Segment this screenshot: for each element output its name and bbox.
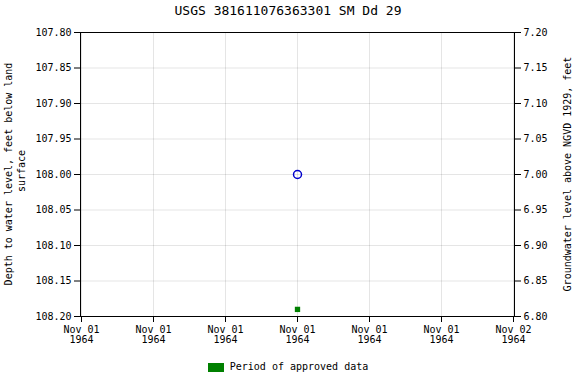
svg-text:Nov 011964: Nov 011964 <box>279 324 315 345</box>
svg-text:108.10: 108.10 <box>35 240 71 251</box>
svg-text:107.85: 107.85 <box>35 62 71 73</box>
svg-text:7.20: 7.20 <box>524 27 548 38</box>
svg-text:7.15: 7.15 <box>524 62 548 73</box>
svg-text:Nov 011964: Nov 011964 <box>135 324 171 345</box>
svg-text:6.90: 6.90 <box>524 240 548 251</box>
svg-text:Nov 011964: Nov 011964 <box>423 324 459 345</box>
svg-text:7.05: 7.05 <box>524 133 548 144</box>
svg-text:Nov 011964: Nov 011964 <box>207 324 243 345</box>
svg-text:107.90: 107.90 <box>35 98 71 109</box>
html-text:Groundwater level above NGVD 1: Groundwater level above NGVD 1929, feet <box>561 56 573 292</box>
svg-text:107.80: 107.80 <box>35 27 71 38</box>
html-text:USGS 381611076363301 SM Dd 29: USGS 381611076363301 SM Dd 29 <box>174 3 402 18</box>
svg-text:108.00: 108.00 <box>35 169 71 180</box>
svg-text:107.95: 107.95 <box>35 133 71 144</box>
svg-text:108.05: 108.05 <box>35 204 71 215</box>
svg-text:6.85: 6.85 <box>524 275 548 286</box>
svg-text:7.00: 7.00 <box>524 169 548 180</box>
html-text:Depth to water level, feet bel: Depth to water level, feet below land su… <box>3 62 27 286</box>
svg-text:108.20: 108.20 <box>35 311 71 322</box>
svg-text:108.15: 108.15 <box>35 275 71 286</box>
svg-text:Nov 021964: Nov 021964 <box>495 324 531 345</box>
svg-text:Nov 011964: Nov 011964 <box>63 324 99 345</box>
svg-text:7.10: 7.10 <box>524 98 548 109</box>
html-text:Period of approved data: Period of approved data <box>229 361 369 372</box>
svg-text:Nov 011964: Nov 011964 <box>351 324 387 345</box>
svg-text:6.80: 6.80 <box>524 311 548 322</box>
svg-text:6.95: 6.95 <box>524 204 548 215</box>
